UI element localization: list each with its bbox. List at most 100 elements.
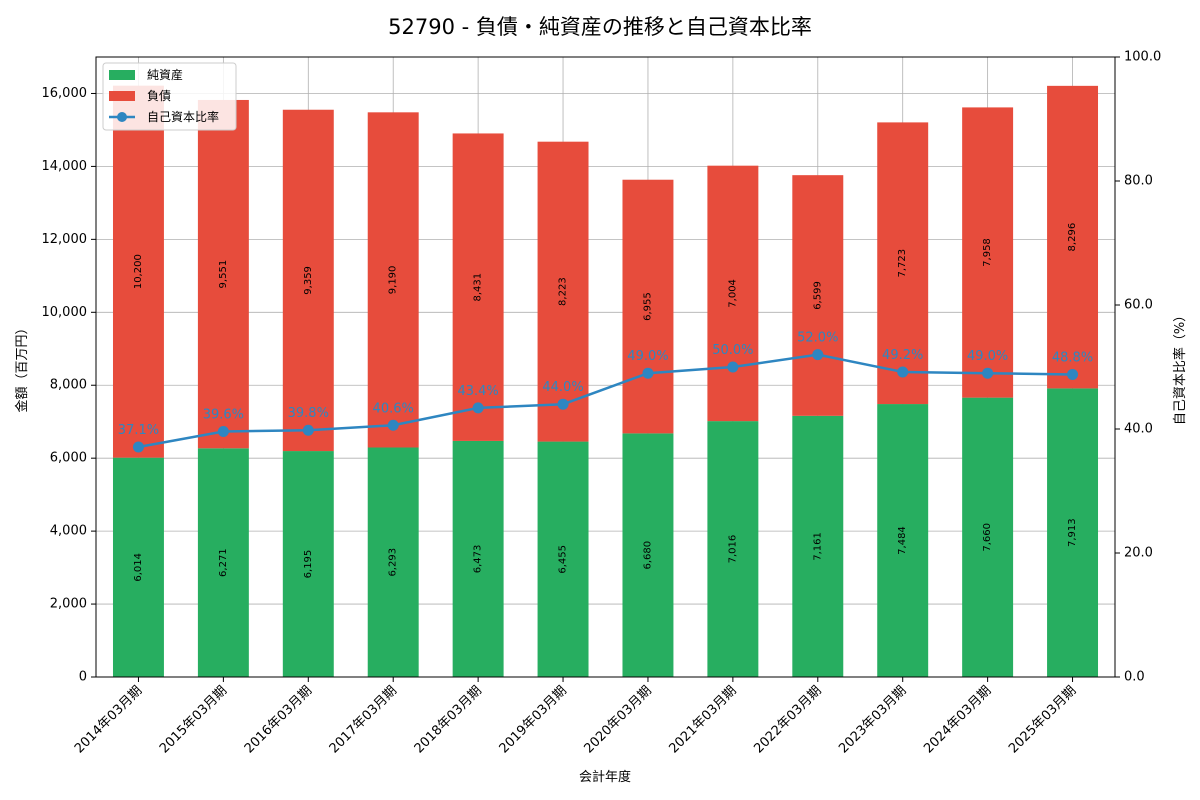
net-assets-value-label: 7,913 — [1067, 518, 1078, 547]
x-tick-label: 2019年03月期 — [497, 683, 570, 756]
liabilities-bar — [622, 179, 674, 434]
y2-tick-label: 60.0 — [1124, 298, 1153, 313]
x-tick-label: 2014年03月期 — [72, 683, 145, 756]
equity-ratio-label: 39.6% — [203, 407, 244, 422]
equity-ratio-polyline — [138, 353, 1073, 449]
net-assets-bar — [367, 447, 419, 677]
equity-ratio-label: 49.2% — [882, 348, 923, 363]
liabilities-bar — [367, 112, 419, 448]
liabilities-bar — [452, 133, 504, 441]
equity-ratio-point — [387, 419, 399, 431]
equity-ratio-point — [812, 349, 824, 361]
net-assets-value-label: 6,455 — [558, 545, 569, 574]
bar-labels: 6,014 10,200 6,271 9,551 6,195 9,359 6,293 9,19… — [133, 223, 1078, 582]
liabilities-value-label: 7,004 — [727, 279, 738, 308]
net-assets-bar — [282, 451, 334, 677]
legend-label: 負債 — [147, 88, 171, 103]
net-assets-value-label: 6,473 — [473, 545, 484, 574]
liabilities-value-label: 10,200 — [133, 254, 144, 289]
net-assets-bar — [1047, 388, 1099, 677]
equity-ratio-point — [557, 398, 569, 410]
liabilities-value-label: 9,551 — [218, 260, 229, 289]
bars — [112, 85, 1099, 677]
y-tick-label: 4,000 — [50, 524, 87, 539]
x-tick-label: 2018年03月期 — [412, 683, 485, 756]
net-assets-value-label: 6,271 — [218, 548, 229, 577]
x-tick-label: 2016年03月期 — [242, 683, 315, 756]
net-assets-value-label: 7,161 — [812, 532, 823, 561]
equity-ratio-label: 48.8% — [1052, 350, 1093, 365]
x-tick-label: 2023年03月期 — [836, 683, 909, 756]
net-assets-value-label: 7,016 — [727, 535, 738, 564]
liabilities-value-label: 8,296 — [1067, 223, 1078, 252]
x-axis-title: 会計年度 — [579, 769, 631, 785]
equity-ratio-point — [472, 402, 484, 414]
net-assets-bar — [537, 441, 589, 677]
legend-marker — [117, 112, 127, 122]
net-assets-bar — [792, 415, 844, 677]
equity-ratio-point — [132, 441, 144, 453]
equity-ratio-point — [1067, 368, 1079, 380]
liabilities-bar — [282, 109, 334, 452]
y-tick-label: 0 — [79, 670, 87, 685]
y2-tick-label: 0.0 — [1124, 670, 1145, 685]
x-tick-label: 2021年03月期 — [666, 683, 739, 756]
equity-ratio-point — [217, 425, 229, 437]
x-tick-label: 2017年03月期 — [327, 683, 400, 756]
legend-swatch — [109, 70, 135, 80]
y2-tick-label: 40.0 — [1124, 422, 1153, 437]
y-tick-label: 6,000 — [50, 451, 87, 466]
equity-ratio-label: 49.0% — [967, 349, 1008, 364]
y-tick-label: 10,000 — [42, 305, 88, 320]
liabilities-value-label: 7,723 — [897, 249, 908, 278]
legend-box — [102, 62, 237, 131]
equity-ratio-label: 37.1% — [118, 423, 159, 438]
net-assets-bar — [197, 448, 249, 677]
net-assets-value-label: 7,660 — [982, 523, 993, 552]
y-tick-label: 16,000 — [42, 86, 88, 101]
liabilities-bar — [197, 99, 249, 449]
x-tick-label: 2024年03月期 — [921, 683, 994, 756]
liabilities-bar — [877, 122, 929, 405]
net-assets-bar — [112, 457, 164, 677]
equity-ratio-point — [727, 361, 739, 373]
net-assets-bar — [962, 397, 1014, 677]
liabilities-value-label: 9,359 — [303, 266, 314, 295]
liabilities-value-label: 6,955 — [642, 292, 653, 321]
net-assets-value-label: 6,195 — [303, 550, 314, 579]
equity-ratio-label: 49.0% — [627, 349, 668, 364]
y-tick-label: 8,000 — [50, 378, 87, 393]
legend-label: 純資産 — [147, 67, 183, 82]
y-tick-label: 12,000 — [42, 232, 88, 247]
y2-tick-label: 100.0 — [1124, 50, 1161, 65]
equity-ratio-label: 44.0% — [542, 380, 583, 395]
net-assets-bar — [877, 404, 929, 677]
legend-label: 自己資本比率 — [147, 109, 219, 124]
x-tick-label: 2025年03月期 — [1006, 683, 1079, 756]
liabilities-value-label: 8,223 — [558, 277, 569, 306]
y2-axis-title: 自己資本比率（%） — [1172, 309, 1188, 425]
liabilities-bar — [1047, 85, 1099, 389]
plot-frame — [95, 56, 1116, 678]
x-tick-label: 2015年03月期 — [157, 683, 230, 756]
liabilities-bar — [112, 85, 164, 458]
equity-ratio-point — [302, 424, 314, 436]
liabilities-bar — [792, 175, 844, 416]
liabilities-value-label: 8,431 — [473, 273, 484, 302]
liabilities-value-label: 6,599 — [812, 281, 823, 310]
equity-ratio-point — [642, 367, 654, 379]
liabilities-bar — [707, 165, 759, 422]
y-tick-label: 14,000 — [42, 159, 88, 174]
equity-ratio-point — [897, 366, 909, 378]
chart-title: 52790 - 負債・純資産の推移と自己資本比率 — [388, 15, 812, 39]
y-tick-label: 2,000 — [50, 597, 87, 612]
y2-tick-label: 80.0 — [1124, 174, 1153, 189]
equity-ratio-label: 39.8% — [288, 406, 329, 421]
y2-tick-label: 20.0 — [1124, 546, 1153, 561]
liabilities-bar — [962, 107, 1014, 398]
equity-ratio-label: 52.0% — [797, 331, 838, 346]
equity-ratio-label: 50.0% — [712, 343, 753, 358]
x-tick-label: 2022年03月期 — [751, 683, 824, 756]
